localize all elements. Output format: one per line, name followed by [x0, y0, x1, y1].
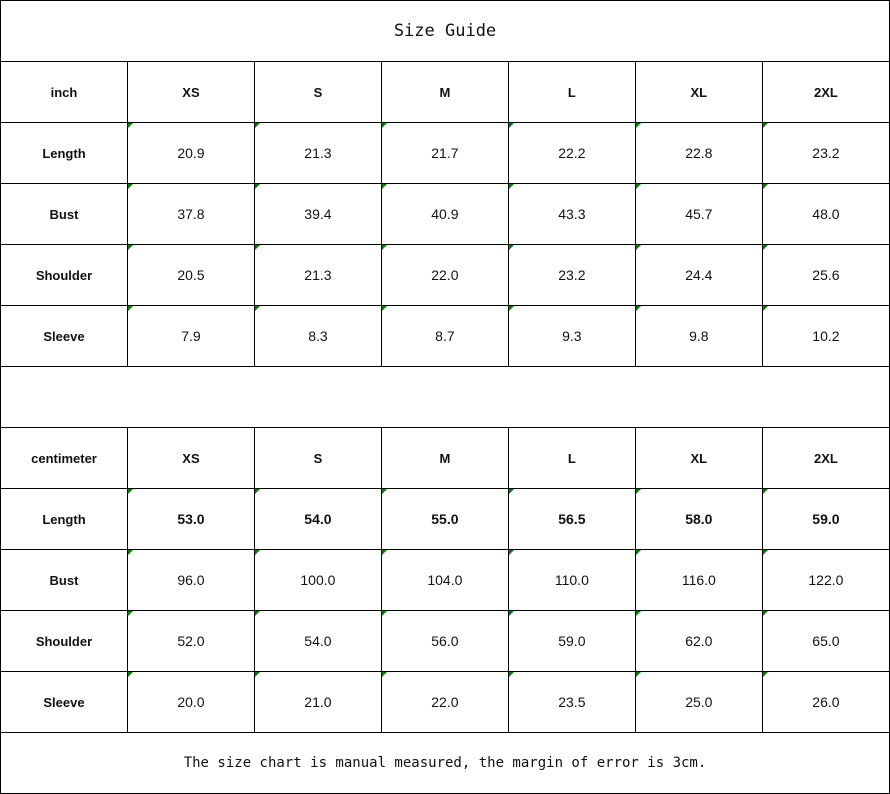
table-row: Shoulder 52.0 54.0 56.0 59.0 62.0 65.0 — [0, 610, 890, 672]
measurement-value: 104.0 — [380, 549, 509, 611]
measurement-value: 53.0 — [126, 488, 255, 550]
size-header: XS — [126, 61, 255, 123]
measurement-value: 21.0 — [253, 671, 382, 733]
note-row: The size chart is manual measured, the m… — [0, 732, 890, 794]
measurement-label: Sleeve — [0, 305, 128, 367]
measurement-value: 100.0 — [253, 549, 382, 611]
measurement-value: 21.7 — [380, 122, 509, 184]
measurement-value: 54.0 — [253, 610, 382, 672]
size-header: XL — [634, 427, 763, 489]
header-row: inch XS S M L XL 2XL — [0, 61, 890, 123]
measurement-value: 22.0 — [380, 244, 509, 306]
measurement-value: 24.4 — [634, 244, 763, 306]
measurement-label: Shoulder — [0, 244, 128, 306]
measurement-value: 8.7 — [380, 305, 509, 367]
table-row: Sleeve 20.0 21.0 22.0 23.5 25.0 26.0 — [0, 671, 890, 733]
size-header: XL — [634, 61, 763, 123]
measurement-value: 22.2 — [507, 122, 636, 184]
measurement-value: 59.0 — [507, 610, 636, 672]
measurement-value: 22.8 — [634, 122, 763, 184]
measurement-value: 23.2 — [507, 244, 636, 306]
size-header: M — [380, 61, 509, 123]
spacer-row — [0, 366, 890, 428]
size-header: M — [380, 427, 509, 489]
size-header: XS — [126, 427, 255, 489]
measurement-label: Length — [0, 488, 128, 550]
measurement-value: 22.0 — [380, 671, 509, 733]
measurement-value: 25.6 — [761, 244, 890, 306]
header-row: centimeter XS S M L XL 2XL — [0, 427, 890, 489]
measurement-note: The size chart is manual measured, the m… — [0, 732, 890, 794]
table-row: Shoulder 20.5 21.3 22.0 23.2 24.4 25.6 — [0, 244, 890, 306]
measurement-value: 9.8 — [634, 305, 763, 367]
size-header: 2XL — [761, 61, 890, 123]
measurement-value: 56.5 — [507, 488, 636, 550]
size-header: 2XL — [761, 427, 890, 489]
table-row: Bust 96.0 100.0 104.0 110.0 116.0 122.0 — [0, 549, 890, 611]
measurement-value: 48.0 — [761, 183, 890, 245]
table-row: Bust 37.8 39.4 40.9 43.3 45.7 48.0 — [0, 183, 890, 245]
measurement-value: 7.9 — [126, 305, 255, 367]
size-header: L — [507, 61, 636, 123]
measurement-value: 8.3 — [253, 305, 382, 367]
measurement-value: 40.9 — [380, 183, 509, 245]
table-row: Length 53.0 54.0 55.0 56.5 58.0 59.0 — [0, 488, 890, 550]
measurement-value: 21.3 — [253, 122, 382, 184]
measurement-value: 65.0 — [761, 610, 890, 672]
measurement-value: 122.0 — [761, 549, 890, 611]
measurement-label: Bust — [0, 183, 128, 245]
measurement-value: 62.0 — [634, 610, 763, 672]
size-guide-title: Size Guide — [0, 0, 890, 62]
measurement-value: 58.0 — [634, 488, 763, 550]
measurement-value: 110.0 — [507, 549, 636, 611]
measurement-value: 56.0 — [380, 610, 509, 672]
measurement-value: 23.5 — [507, 671, 636, 733]
measurement-value: 37.8 — [126, 183, 255, 245]
measurement-value: 26.0 — [761, 671, 890, 733]
measurement-label: Sleeve — [0, 671, 128, 733]
measurement-value: 59.0 — [761, 488, 890, 550]
table-row: Sleeve 7.9 8.3 8.7 9.3 9.8 10.2 — [0, 305, 890, 367]
measurement-value: 116.0 — [634, 549, 763, 611]
spacer-cell — [0, 366, 890, 428]
measurement-value: 96.0 — [126, 549, 255, 611]
measurement-label: Length — [0, 122, 128, 184]
measurement-value: 55.0 — [380, 488, 509, 550]
measurement-value: 9.3 — [507, 305, 636, 367]
measurement-value: 45.7 — [634, 183, 763, 245]
measurement-value: 20.0 — [126, 671, 255, 733]
measurement-value: 23.2 — [761, 122, 890, 184]
measurement-value: 39.4 — [253, 183, 382, 245]
table-row: Length 20.9 21.3 21.7 22.2 22.8 23.2 — [0, 122, 890, 184]
measurement-value: 10.2 — [761, 305, 890, 367]
unit-header: centimeter — [0, 427, 128, 489]
measurement-value: 54.0 — [253, 488, 382, 550]
size-header: S — [253, 61, 382, 123]
measurement-value: 43.3 — [507, 183, 636, 245]
measurement-label: Bust — [0, 549, 128, 611]
measurement-value: 52.0 — [126, 610, 255, 672]
unit-header: inch — [0, 61, 128, 123]
measurement-label: Shoulder — [0, 610, 128, 672]
measurement-value: 21.3 — [253, 244, 382, 306]
measurement-value: 20.5 — [126, 244, 255, 306]
size-header: L — [507, 427, 636, 489]
measurement-value: 20.9 — [126, 122, 255, 184]
measurement-value: 25.0 — [634, 671, 763, 733]
size-header: S — [253, 427, 382, 489]
